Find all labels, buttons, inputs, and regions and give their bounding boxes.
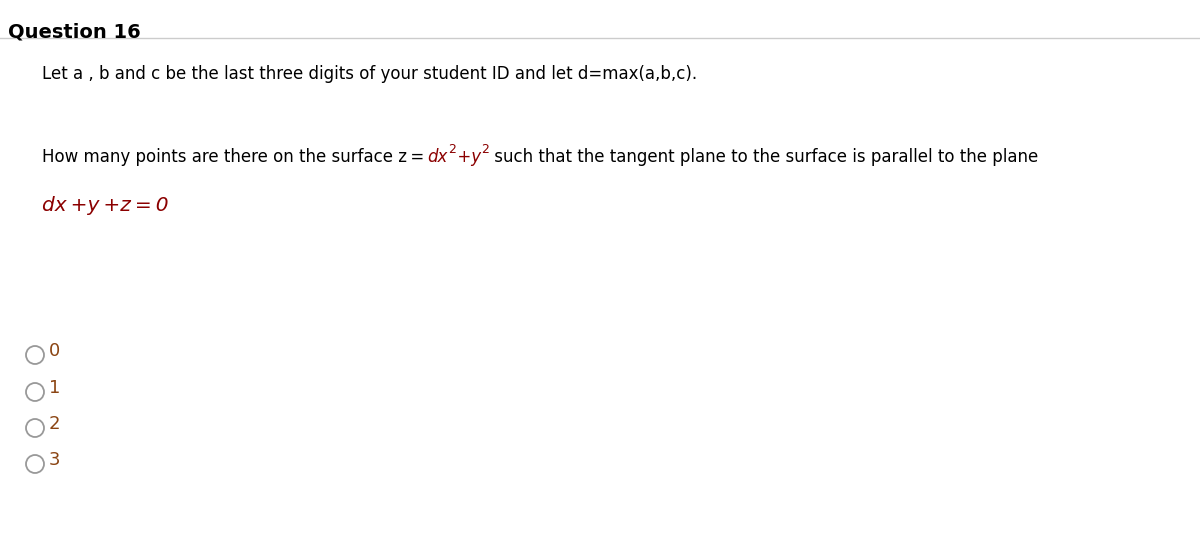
Text: 2: 2 [448, 143, 456, 156]
Text: dx +y +z = 0: dx +y +z = 0 [42, 196, 168, 215]
Text: 0: 0 [49, 342, 60, 360]
Text: dx: dx [427, 148, 448, 166]
Text: +y: +y [454, 148, 481, 166]
Text: 2: 2 [49, 415, 60, 433]
Text: such that the tangent plane to the surface is parallel to the plane: such that the tangent plane to the surfa… [488, 148, 1038, 166]
Text: Question 16: Question 16 [8, 22, 140, 41]
Text: How many points are there on the surface z =: How many points are there on the surface… [42, 148, 427, 166]
Text: Let a , b and c be the last three digits of your student ID and let d=max(a,b,c): Let a , b and c be the last three digits… [42, 65, 697, 83]
Text: 3: 3 [49, 451, 60, 469]
Text: 2: 2 [481, 143, 488, 156]
Text: 1: 1 [49, 379, 60, 397]
